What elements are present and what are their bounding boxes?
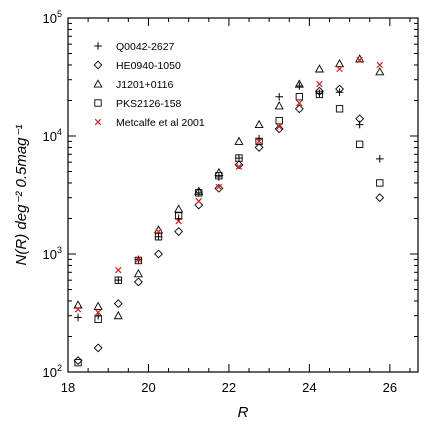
- data-point: [194, 186, 204, 195]
- data-point: [175, 217, 182, 225]
- data-point: [73, 300, 83, 309]
- data-point: [135, 256, 142, 263]
- data-point: [375, 193, 385, 203]
- data-point: [356, 140, 364, 148]
- data-point: [194, 200, 204, 210]
- data-point: [275, 116, 283, 125]
- data-point: [334, 58, 345, 68]
- data-point: [133, 269, 143, 278]
- axis-ticks: [67, 18, 418, 373]
- legend-marker: [93, 79, 103, 88]
- data-point: [294, 104, 304, 114]
- legend-label: PKS2126-158: [116, 98, 182, 110]
- data-point: [154, 232, 163, 241]
- y-axis-label: N(R) deg⁻² 0.5mag⁻¹: [13, 125, 30, 266]
- data-point: [335, 84, 344, 94]
- data-point: [275, 92, 284, 101]
- data-point: [214, 183, 224, 193]
- plot-frame: [67, 17, 419, 373]
- y-tick-label: 104: [43, 127, 62, 144]
- data-point: [376, 179, 384, 187]
- data-point: [336, 65, 343, 73]
- data-point: [375, 155, 384, 163]
- data-point: [355, 120, 364, 129]
- data-points: [73, 54, 385, 367]
- legend-label: J1201+0116: [116, 79, 173, 91]
- data-point: [114, 276, 123, 284]
- x-tick-label: 22: [222, 380, 236, 395]
- data-point: [154, 233, 163, 241]
- x-axis-label: R: [238, 404, 249, 421]
- tick-labels: 18 20 22 24 26 102 103 104 105: [43, 9, 398, 395]
- data-point: [235, 154, 243, 162]
- data-point: [375, 67, 385, 76]
- data-point: [235, 163, 243, 170]
- data-point: [74, 359, 82, 367]
- plot-area: [67, 17, 419, 373]
- data-point: [295, 93, 303, 101]
- data-point: [316, 80, 323, 88]
- data-point: [133, 277, 143, 287]
- legend-marker: [94, 99, 102, 107]
- data-point: [73, 356, 83, 366]
- data-point: [115, 266, 122, 274]
- data-point: [94, 315, 102, 323]
- data-point: [74, 306, 82, 313]
- data-point: [356, 56, 363, 64]
- data-point: [93, 301, 103, 310]
- data-point: [113, 310, 123, 320]
- data-point: [335, 105, 344, 113]
- data-point: [296, 99, 303, 107]
- legend-marker: [93, 60, 103, 70]
- data-point: [255, 138, 263, 145]
- data-point: [195, 189, 203, 197]
- data-point: [315, 90, 324, 99]
- data-point: [254, 142, 264, 152]
- data-point: [174, 227, 184, 236]
- data-point: [254, 119, 264, 129]
- data-point: [155, 228, 162, 235]
- data-point: [234, 160, 244, 170]
- data-point: [355, 54, 365, 63]
- data-point: [74, 313, 82, 322]
- data-point: [275, 123, 283, 130]
- x-tick-label: 18: [61, 380, 75, 395]
- data-point: [215, 173, 223, 181]
- legend-label: HE0940-1050: [116, 60, 181, 72]
- data-point: [314, 64, 325, 73]
- data-point: [376, 61, 384, 69]
- legend-marker: [94, 118, 102, 126]
- legend-label: Q0042-2627: [116, 41, 175, 53]
- data-point: [215, 183, 223, 191]
- data-point: [94, 309, 102, 316]
- x-tick-label: 24: [302, 380, 316, 395]
- data-point: [174, 212, 183, 220]
- data-point: [315, 86, 324, 96]
- data-point: [114, 276, 122, 284]
- data-point: [255, 137, 263, 146]
- data-point: [174, 204, 184, 213]
- data-point: [93, 343, 103, 353]
- legend-label: Metcalfe et al 2001: [116, 117, 205, 129]
- data-point: [113, 299, 123, 309]
- y-tick-label: 103: [43, 245, 62, 262]
- y-tick-label: 102: [43, 363, 62, 380]
- data-point: [154, 249, 163, 259]
- x-tick-label: 20: [141, 380, 155, 395]
- legend-marker: [94, 42, 102, 50]
- data-point: [315, 89, 324, 98]
- x-tick-label: 26: [383, 380, 397, 395]
- data-point: [134, 256, 143, 265]
- data-point: [274, 124, 284, 134]
- y-tick-label: 105: [43, 9, 62, 26]
- data-point: [355, 114, 365, 124]
- data-point: [195, 198, 202, 205]
- legend: Q0042-2627 HE0940-1050 J1201+0116 PKS2126-1…: [93, 41, 205, 129]
- data-point: [234, 136, 244, 145]
- data-point: [274, 101, 284, 110]
- data-point: [295, 82, 304, 90]
- data-point: [294, 79, 304, 88]
- data-point: [215, 172, 223, 180]
